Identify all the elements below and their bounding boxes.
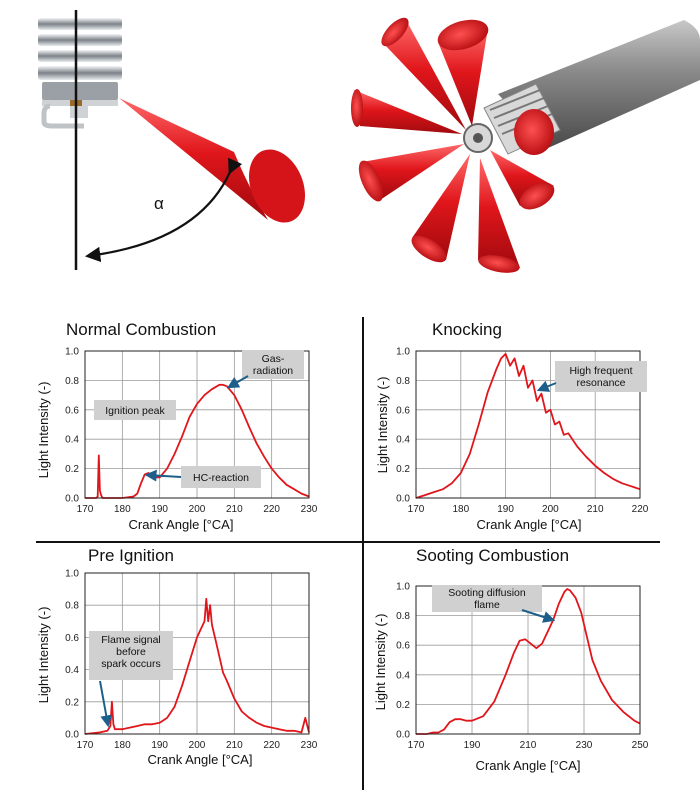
x-tick-label: 180 bbox=[114, 740, 131, 751]
x-tick-label: 210 bbox=[520, 740, 537, 751]
x-tick-label: 190 bbox=[464, 740, 481, 751]
x-tick-label: 170 bbox=[408, 504, 425, 515]
annotation-label: Sooting diffusion flame bbox=[448, 587, 526, 611]
x-tick-label: 180 bbox=[114, 504, 131, 515]
y-tick-label: 1.0 bbox=[396, 582, 410, 593]
pre-ignition-chart: Pre Ignition 170 180 190 200 210 220 230 0.0 0.2… bbox=[36, 546, 318, 767]
annotation-gas-radiation: Gas-radiation bbox=[226, 350, 304, 389]
y-tick-label: 0.6 bbox=[396, 641, 410, 652]
x-tick-label: 170 bbox=[77, 504, 94, 515]
spark-plug-illustration: α bbox=[38, 10, 305, 270]
annotation-label: Gas-radiation bbox=[253, 353, 293, 377]
angle-arrow-icon bbox=[84, 157, 243, 263]
normal-combustion-chart: Normal Combustion 170 180 190 200 210 220 230 0… bbox=[36, 320, 318, 532]
y-tick-label: 0.2 bbox=[65, 697, 79, 708]
x-tick-label: 210 bbox=[226, 504, 243, 515]
annotation-resonance: High frequent resonance bbox=[536, 361, 647, 392]
x-tick-label: 190 bbox=[497, 504, 514, 515]
sooting-combustion-chart: Sooting Combustion 170 190 210 230 250 0.0 0.2… bbox=[373, 546, 649, 773]
annotation-sooting-flame: Sooting diffusion flame bbox=[432, 585, 556, 623]
annotation-label: Ignition peak bbox=[105, 405, 165, 417]
y-tick-label: 0.6 bbox=[65, 633, 79, 644]
y-axis-label: Light Intensity (-) bbox=[36, 607, 51, 704]
x-axis-label: Crank Angle [°CA] bbox=[129, 517, 234, 532]
chart-title: Knocking bbox=[432, 320, 502, 339]
annotation-flame-signal: Flame signal before spark occurs bbox=[89, 631, 173, 728]
x-axis-label: Crank Angle [°CA] bbox=[477, 517, 582, 532]
probe-cylinder-icon bbox=[463, 20, 700, 155]
y-tick-label: 0.8 bbox=[396, 376, 410, 387]
y-tick-label: 0.2 bbox=[396, 700, 410, 711]
x-tick-label: 210 bbox=[587, 504, 604, 515]
y-tick-label: 0.6 bbox=[65, 405, 79, 416]
annotation-ignition-peak: Ignition peak bbox=[94, 400, 176, 420]
x-axis-label: Crank Angle [°CA] bbox=[476, 758, 581, 773]
spark-plug-icon bbox=[38, 18, 122, 129]
y-tick-label: 0.2 bbox=[65, 464, 79, 475]
x-tick-label: 230 bbox=[301, 504, 318, 515]
y-axis-label: Light Intensity (-) bbox=[36, 382, 51, 479]
annotation-arrow bbox=[99, 680, 113, 728]
x-tick-label: 180 bbox=[452, 504, 469, 515]
chart-title: Normal Combustion bbox=[66, 320, 216, 339]
annotation-label: High frequent resonance bbox=[569, 365, 632, 389]
y-axis-label: Light Intensity (-) bbox=[375, 377, 390, 474]
y-axis-label: Light Intensity (-) bbox=[373, 614, 388, 711]
x-tick-label: 220 bbox=[263, 504, 280, 515]
x-tick-label: 200 bbox=[189, 740, 206, 751]
x-tick-label: 210 bbox=[226, 740, 243, 751]
x-tick-label: 170 bbox=[408, 740, 425, 751]
y-tick-label: 0.2 bbox=[396, 464, 410, 475]
data-line bbox=[416, 588, 641, 735]
x-axis-label: Crank Angle [°CA] bbox=[148, 752, 253, 767]
y-tick-label: 1.0 bbox=[396, 347, 410, 358]
data-line bbox=[84, 597, 310, 735]
chart-title: Sooting Combustion bbox=[416, 546, 569, 565]
annotation-arrow bbox=[536, 380, 557, 392]
x-tick-label: 200 bbox=[542, 504, 559, 515]
x-tick-label: 220 bbox=[263, 740, 280, 751]
y-tick-label: 0.4 bbox=[396, 435, 410, 446]
data-line bbox=[415, 353, 641, 499]
x-tick-label: 190 bbox=[151, 740, 168, 751]
x-tick-label: 190 bbox=[151, 504, 168, 515]
annotation-arrow bbox=[521, 609, 556, 623]
x-tick-label: 250 bbox=[632, 740, 649, 751]
y-tick-label: 0.0 bbox=[65, 730, 79, 741]
knocking-chart: Knocking 170 180 190 200 210 220 0.0 0.2 0.4 0.6 0… bbox=[375, 320, 649, 532]
y-tick-label: 1.0 bbox=[65, 347, 79, 358]
y-tick-label: 0.0 bbox=[396, 730, 410, 741]
y-tick-label: 0.6 bbox=[396, 405, 410, 416]
y-tick-label: 0.4 bbox=[65, 435, 79, 446]
x-tick-label: 200 bbox=[189, 504, 206, 515]
y-tick-label: 1.0 bbox=[65, 569, 79, 580]
x-tick-label: 230 bbox=[301, 740, 318, 751]
probe-illustration bbox=[351, 17, 700, 273]
y-tick-label: 0.0 bbox=[65, 494, 79, 505]
y-tick-label: 0.4 bbox=[396, 670, 410, 681]
y-tick-label: 0.4 bbox=[65, 665, 79, 676]
x-tick-label: 230 bbox=[576, 740, 593, 751]
chart-title: Pre Ignition bbox=[88, 546, 174, 565]
x-tick-label: 220 bbox=[632, 504, 649, 515]
plot-frame bbox=[415, 350, 641, 499]
annotation-label: Flame signal before spark occurs bbox=[101, 634, 161, 670]
y-tick-label: 0.0 bbox=[396, 494, 410, 505]
alpha-label: α bbox=[154, 194, 164, 213]
annotation-arrow bbox=[226, 375, 249, 389]
annotation-hc-reaction: HC-reaction bbox=[144, 466, 261, 488]
annotation-arrow bbox=[144, 469, 182, 482]
y-tick-label: 0.8 bbox=[65, 376, 79, 387]
x-tick-label: 170 bbox=[77, 740, 94, 751]
plot-frame bbox=[84, 572, 310, 735]
plot-frame bbox=[84, 350, 310, 499]
y-tick-label: 0.8 bbox=[65, 601, 79, 612]
annotation-label: HC-reaction bbox=[193, 472, 249, 484]
y-tick-label: 0.8 bbox=[396, 611, 410, 622]
